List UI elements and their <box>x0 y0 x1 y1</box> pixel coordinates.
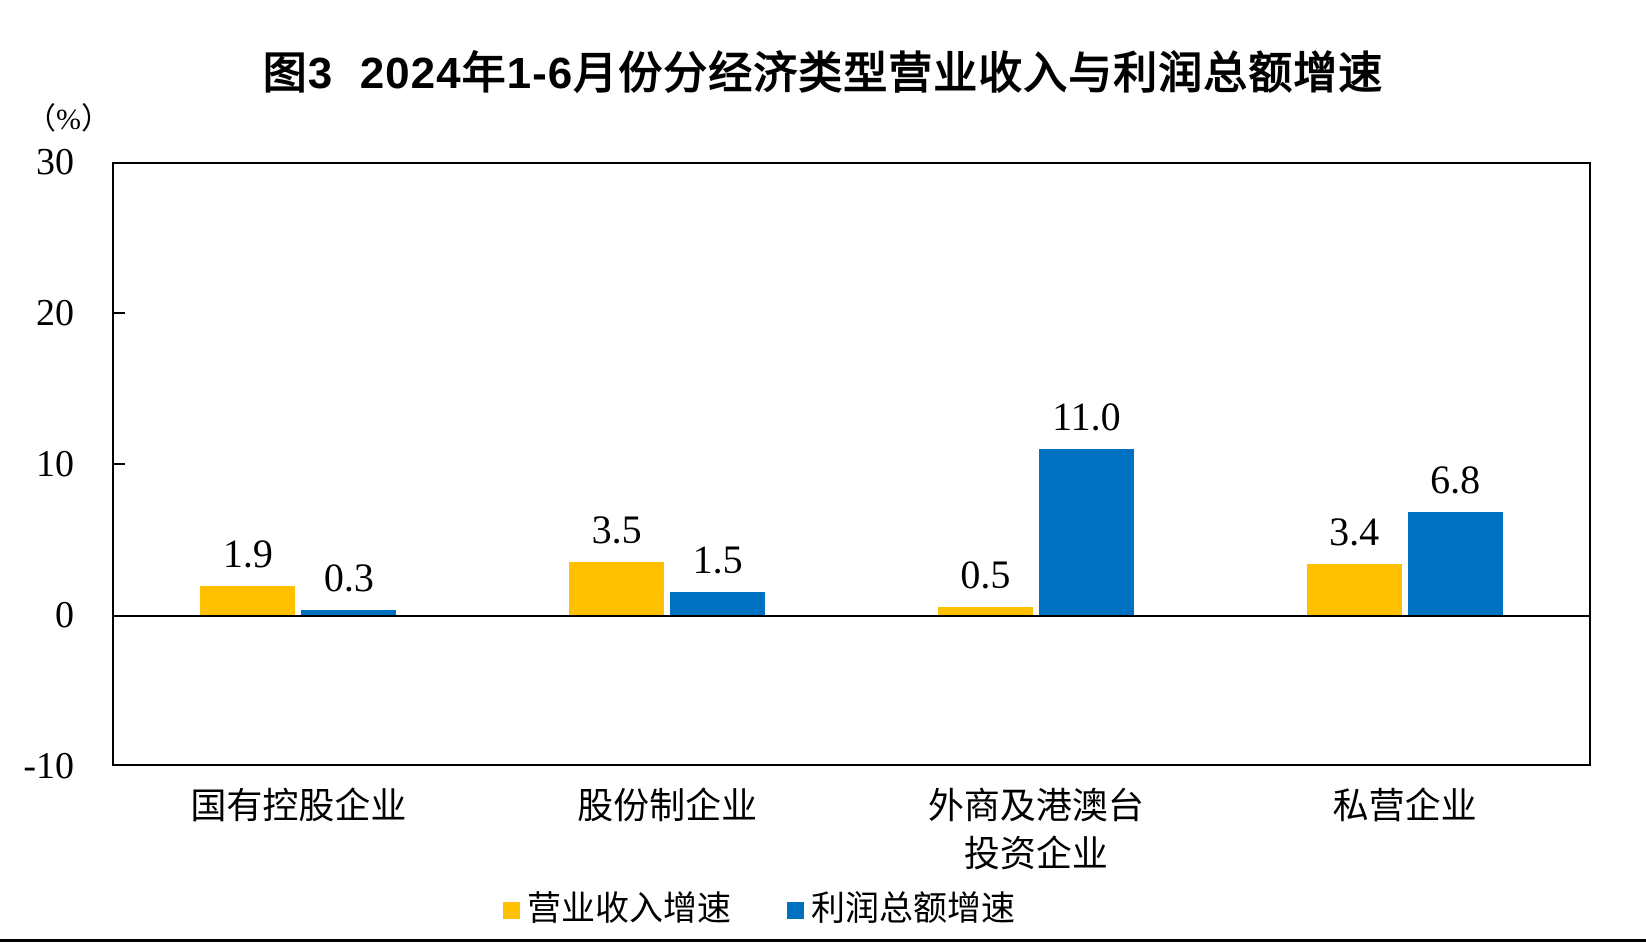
legend-swatch <box>787 901 804 919</box>
y-tick-label: 30 <box>36 141 74 183</box>
bar-value-label: 6.8 <box>1430 457 1481 502</box>
legend: 营业收入增速 利润总额增速 <box>503 889 1015 931</box>
revenue-growth-bar <box>1306 564 1402 615</box>
bar-value-label: 1.9 <box>222 531 273 576</box>
legend-item: 利润总额增速 <box>787 889 1015 931</box>
chart-title: 图3 2024年1-6月份分经济类型营业收入与利润总额增速 <box>262 49 1384 98</box>
y-tick-label: 0 <box>55 594 74 636</box>
bar-value-label: 3.4 <box>1329 509 1380 554</box>
profit-growth-bar <box>670 592 766 615</box>
y-tick-label: 20 <box>36 292 74 334</box>
legend-item: 营业收入增速 <box>503 889 731 931</box>
legend-label: 营业收入增速 <box>527 891 731 928</box>
x-category-label: 私营企业 <box>1332 786 1477 826</box>
revenue-growth-bar <box>569 562 665 615</box>
bottom-border-line <box>0 939 1646 942</box>
bar-value-label: 3.5 <box>591 507 642 552</box>
x-category-label: 国有控股企业 <box>190 786 407 826</box>
revenue-growth-bar <box>937 607 1033 615</box>
bar-value-label: 1.5 <box>692 537 743 582</box>
revenue-growth-bar <box>200 586 296 615</box>
bar-value-label: 0.3 <box>323 555 374 600</box>
y-tick-mark <box>114 312 125 314</box>
bar-value-label: 11.0 <box>1052 394 1121 439</box>
plot-area: 1.9 0.3 3.5 1.5 0.5 11.0 3.4 6.8 <box>112 162 1591 766</box>
legend-label: 利润总额增速 <box>811 891 1015 928</box>
x-category-label: 股份制企业 <box>577 786 758 826</box>
y-axis-unit-label: （%） <box>26 103 111 136</box>
bar-value-label: 0.5 <box>960 552 1011 597</box>
y-tick-label: -10 <box>23 745 74 787</box>
y-tick-label: 10 <box>36 443 74 485</box>
legend-swatch <box>503 901 520 919</box>
x-category-label: 外商及港澳台 投资企业 <box>927 786 1144 874</box>
profit-growth-bar <box>301 610 397 615</box>
zero-axis-line <box>114 615 1589 617</box>
y-tick-mark <box>114 463 125 465</box>
profit-growth-bar <box>1407 512 1503 615</box>
profit-growth-bar <box>1038 449 1134 615</box>
